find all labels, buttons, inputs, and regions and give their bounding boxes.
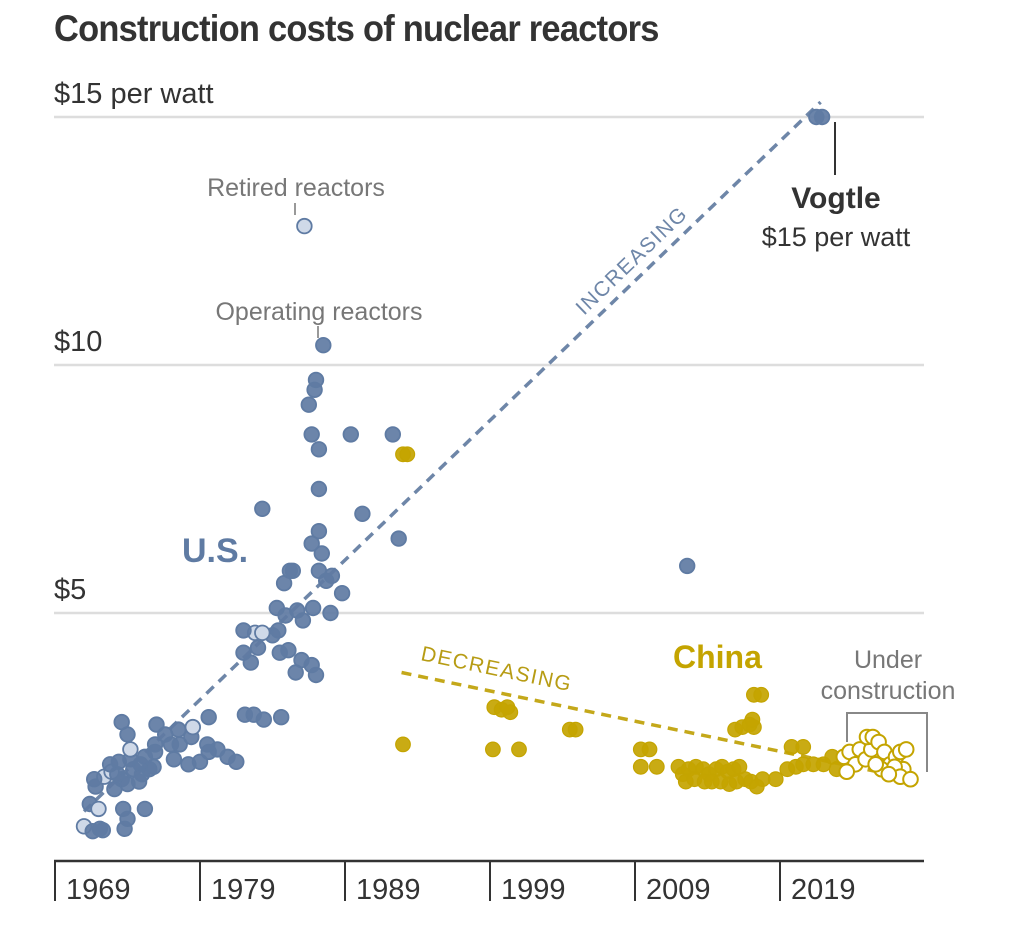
- retired-reactors-label: Retired reactors: [207, 174, 385, 202]
- us-reactor-point-operating: [679, 557, 696, 575]
- china-reactor-point-operating: [744, 711, 761, 728]
- trend-label-decreasing: DECREASING: [419, 642, 574, 696]
- us-reactor-point-retired: [296, 217, 313, 235]
- x-tick-label: 2009: [646, 874, 711, 906]
- us-reactor-point-operating: [310, 480, 328, 498]
- china-reactor-point-operating: [511, 741, 527, 758]
- us-reactor-point-retired: [122, 741, 139, 758]
- us-reactor-point-operating: [310, 523, 328, 540]
- us-reactor-point-operating: [284, 562, 302, 580]
- us-reactor-point-operating: [228, 753, 245, 771]
- us-reactor-point-operating: [303, 535, 320, 552]
- us-reactor-point-retired: [184, 718, 202, 736]
- china-reactor-point-under-construction: [867, 756, 885, 773]
- us-reactor-point-operating: [270, 622, 287, 639]
- data-points: [75, 108, 919, 840]
- china-reactor-point-under-construction: [897, 741, 915, 758]
- us-reactor-point-retired: [90, 800, 107, 818]
- us-reactor-point-operating: [342, 426, 360, 443]
- x-axis: 1969 1979 1989 1999 2009 2019: [54, 859, 924, 906]
- y-tick-label: $15 per watt: [54, 78, 214, 110]
- us-reactor-point-operating: [313, 545, 331, 562]
- x-tick-label: 2019: [791, 874, 856, 906]
- us-reactor-point-operating: [235, 622, 252, 639]
- us-reactor-point-operating: [235, 644, 252, 661]
- china-reactor-point-operating: [499, 699, 516, 716]
- chart-title: Construction costs of nuclear reactors: [54, 8, 659, 49]
- china-series-label: China: [673, 639, 762, 675]
- us-reactor-point-operating: [315, 337, 332, 354]
- china-reactor-point-operating: [641, 741, 658, 758]
- us-reactor-point-operating: [199, 736, 216, 753]
- us-reactor-point-operating: [273, 709, 290, 726]
- us-reactor-point-operating: [304, 599, 322, 617]
- us-reactor-point-operating: [255, 711, 273, 728]
- us-reactor-point-operating: [322, 604, 339, 622]
- us-reactor-point-operating: [323, 567, 341, 585]
- china-reactor-point-operating: [567, 721, 584, 738]
- trend-line-increasing: [82, 100, 822, 813]
- us-reactor-point-operating: [384, 426, 402, 443]
- us-reactor-point-retired: [254, 624, 271, 642]
- us-series-label: U.S.: [182, 532, 248, 570]
- vogtle-value: $15 per watt: [762, 222, 911, 252]
- us-reactor-point-operating: [94, 822, 112, 839]
- under-construction-bracket: [846, 712, 928, 772]
- x-tick-label: 1969: [66, 874, 131, 906]
- under-construction-label-line2: construction: [821, 677, 956, 705]
- china-reactor-point-operating: [648, 758, 665, 775]
- us-reactor-point-operating: [303, 426, 320, 443]
- us-reactor-point-operating: [114, 800, 132, 818]
- x-tick-label: 1999: [501, 874, 566, 906]
- us-reactor-point-operating: [148, 716, 165, 733]
- china-reactor-point-operating: [632, 758, 649, 775]
- china-reactor-point-operating: [767, 771, 784, 788]
- us-reactor-point-operating: [390, 530, 407, 547]
- china-reactor-point-operating: [795, 739, 812, 755]
- trend-label-increasing: INCREASING: [572, 202, 693, 320]
- us-reactor-point-operating: [85, 771, 103, 788]
- china-reactor-point-under-construction: [838, 763, 856, 781]
- us-reactor-point-operating: [813, 108, 831, 126]
- china-reactor-point-operating: [748, 778, 765, 795]
- us-reactor-point-operating: [170, 721, 187, 738]
- x-tick-label: 1989: [356, 874, 421, 906]
- china-reactor-point-operating: [485, 741, 501, 758]
- annotations: Retired reactors Operating reactors U.S.…: [182, 122, 955, 772]
- us-reactor-point-operating: [333, 585, 351, 602]
- us-reactor-point-operating: [294, 612, 312, 629]
- us-reactor-point-operating: [200, 709, 217, 726]
- under-construction-label-line1: Under: [854, 646, 922, 674]
- us-reactor-point-operating: [249, 639, 267, 656]
- vogtle-label: Vogtle: [791, 182, 880, 215]
- china-reactor-point-operating: [399, 446, 416, 463]
- us-reactor-point-operating: [310, 441, 328, 458]
- us-reactor-point-operating: [354, 505, 371, 523]
- us-reactor-point-operating: [300, 396, 318, 413]
- us-reactor-point-operating: [307, 371, 325, 389]
- y-axis-ticks: $15 per watt $10 $5: [54, 78, 214, 606]
- us-reactor-point-operating: [254, 500, 271, 518]
- us-reactor-point-operating: [136, 800, 154, 818]
- us-reactor-point-operating: [307, 666, 325, 684]
- operating-reactors-label: Operating reactors: [215, 298, 422, 326]
- us-reactor-point-operating: [280, 642, 297, 659]
- x-tick-label: 1979: [211, 874, 276, 906]
- china-reactor-point-operating: [753, 686, 770, 703]
- china-reactor-point-operating: [395, 736, 411, 753]
- y-tick-label: $5: [54, 574, 86, 606]
- china-reactor-point-under-construction: [880, 765, 898, 783]
- gridlines: [54, 115, 924, 615]
- us-reactor-point-operating: [165, 751, 183, 768]
- us-reactor-point-operating: [119, 726, 136, 743]
- trend-line-decreasing: [401, 670, 914, 781]
- us-reactor-point-operating: [146, 736, 164, 753]
- china-reactor-point-under-construction: [902, 770, 919, 788]
- y-tick-label: $10: [54, 326, 102, 358]
